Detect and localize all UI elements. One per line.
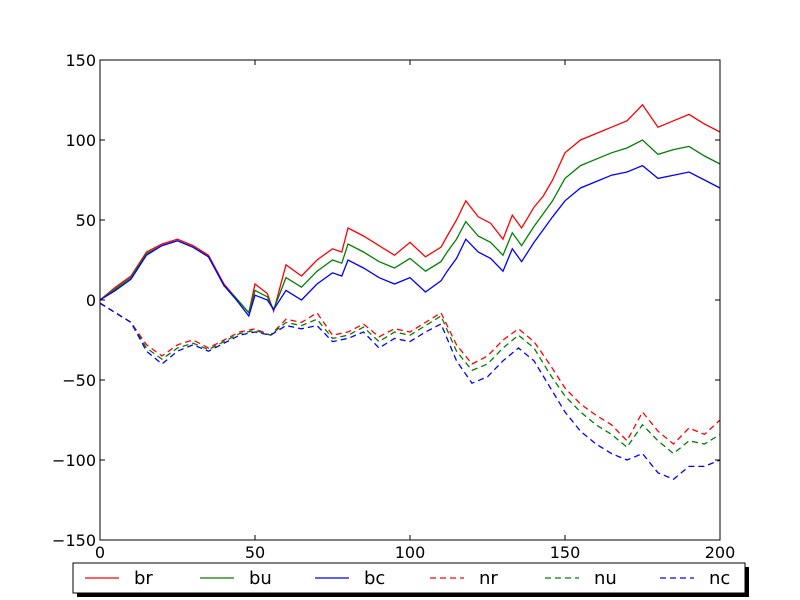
series-line-br [99,103,721,315]
legend-label-nc: nc [709,568,730,589]
series-line-bu [99,139,721,315]
x-tick-label: 200 [705,543,736,562]
y-tick-label: −150 [52,531,96,550]
axis-tick-labels: 0 50 100 150 200 150 100 50 0 −50 −100 −150 [52,51,735,562]
series-line-nr [99,302,721,445]
axis-ticks [99,59,721,541]
legend-box [72,562,746,594]
x-tick-label: 50 [245,543,265,562]
y-tick-label: 0 [86,291,96,310]
legend: br bu bc nr nu nc [72,562,749,597]
legend-label-bc: bc [364,568,385,589]
plot-lines [99,103,721,480]
legend-label-nr: nr [479,568,498,589]
series-line-bc [99,164,721,318]
y-tick-label: 50 [76,211,96,230]
series-line-nc [99,302,721,480]
x-tick-label: 0 [95,543,105,562]
y-tick-label: −100 [52,451,96,470]
y-tick-label: 150 [65,51,96,70]
legend-label-nu: nu [594,568,617,589]
x-tick-label: 150 [550,543,581,562]
legend-label-bu: bu [249,568,272,589]
y-tick-label: 100 [65,131,96,150]
axes-frame [99,59,721,541]
y-tick-label: −50 [62,371,96,390]
legend-label-br: br [134,568,153,589]
x-tick-label: 100 [395,543,426,562]
series-line-nu [99,302,721,455]
